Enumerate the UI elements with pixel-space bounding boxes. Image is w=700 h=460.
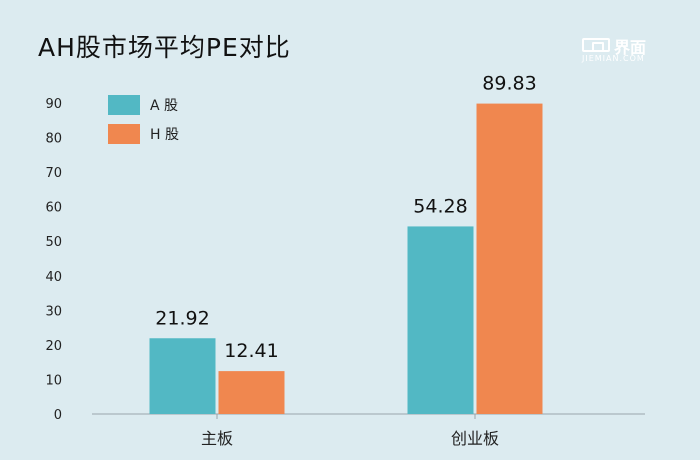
y-tick-label: 70 xyxy=(45,166,62,181)
data-label: 21.92 xyxy=(155,307,209,329)
logo-text-en: JIEMIAN.COM xyxy=(582,54,645,63)
legend: A 股 H 股 xyxy=(108,95,179,153)
legend-label-h-share: H 股 xyxy=(150,127,179,143)
legend-item-h-share: H 股 xyxy=(108,124,179,144)
legend-label-a-share: A 股 xyxy=(150,98,179,114)
jiemian-logo: 界面 JIEMIAN.COM xyxy=(582,36,662,66)
data-label: 12.41 xyxy=(224,340,278,362)
y-tick-label: 60 xyxy=(45,201,62,216)
bar-a-share xyxy=(149,338,216,414)
y-tick-label: 80 xyxy=(45,132,62,147)
legend-swatch-a-share xyxy=(108,95,140,115)
logo-icon xyxy=(582,38,610,52)
y-tick-label: 90 xyxy=(45,97,62,112)
x-tick-label: 创业板 xyxy=(451,429,499,448)
logo-text-cn: 界面 xyxy=(614,38,647,57)
legend-swatch-h-share xyxy=(108,124,140,144)
y-tick-label: 0 xyxy=(54,408,62,423)
y-tick-label: 50 xyxy=(45,235,62,250)
y-tick-label: 20 xyxy=(45,339,62,354)
x-tick-label: 主板 xyxy=(201,429,233,448)
bar-h-share xyxy=(476,103,543,414)
y-tick-label: 40 xyxy=(45,270,62,285)
bar-a-share xyxy=(407,226,474,414)
bar-h-share xyxy=(218,371,285,414)
y-tick-label: 30 xyxy=(45,304,62,319)
chart-title: AH股市场平均PE对比 xyxy=(38,33,291,62)
y-tick-label: 10 xyxy=(45,373,62,388)
data-label: 54.28 xyxy=(413,195,467,217)
data-label: 89.83 xyxy=(482,73,536,95)
legend-item-a-share: A 股 xyxy=(108,95,179,115)
